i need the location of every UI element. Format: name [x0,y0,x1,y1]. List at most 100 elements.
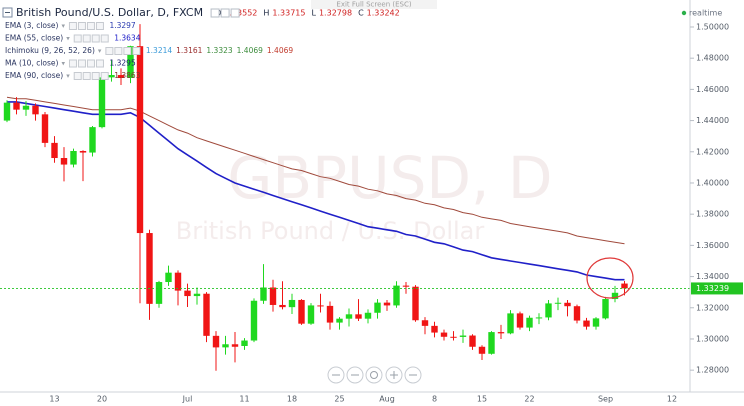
candle-body [488,332,495,354]
indicator-icon[interactable] [105,47,114,55]
candle-body [602,299,609,319]
indicator-icon[interactable] [68,59,77,68]
exit-fullscreen-bar[interactable] [311,0,437,9]
plot-area [0,24,690,371]
candle-body [269,287,277,305]
candle-body [108,75,115,78]
indicator-icon[interactable] [73,72,82,80]
indicator-value: 1.3214 [146,46,172,55]
indicator-icon[interactable] [91,72,100,80]
x-tick-label: 11 [239,395,249,404]
highlight-ellipse [586,257,634,299]
candle-body [89,127,96,153]
x-tick-label: 25 [334,395,344,404]
candle-body [298,299,305,324]
candle-body [165,272,172,283]
last-price-label: 1.33239 [696,284,729,293]
candle-body [79,150,87,153]
candle-body [41,114,49,143]
indicator-icon[interactable] [132,47,141,55]
x-tick-label: 22 [524,395,534,404]
candle-body [127,46,134,78]
x-tick-label: 15 [477,395,487,404]
ohlc-value: 1.33242 [367,9,400,18]
candle-body [592,318,600,327]
exit-fullscreen[interactable]: Exit Full Screen (ESC) [336,1,411,9]
candle-body [478,346,486,354]
candle-body [279,304,286,308]
candle-body [545,303,552,318]
indicator-value: 1.3863 [114,71,140,80]
indicator-icon[interactable] [91,34,100,43]
y-tick-label: 1.50000 [696,22,729,31]
indicator-icon[interactable] [95,59,104,68]
title-icon[interactable] [210,8,220,18]
candle-body [402,285,410,287]
candle-body [345,314,353,319]
indicator-icon[interactable] [100,72,109,80]
indicator-icon[interactable] [100,34,109,43]
y-tick-label: 1.48000 [696,54,729,63]
candle-body [146,233,153,304]
indicator-menu: ▾ [66,35,70,43]
candle-body [421,320,429,326]
candle-body [98,77,106,128]
indicator-value: 1.3323 [206,46,232,55]
indicator-line [6,96,625,245]
watermark-description: British Pound / U.S. Dollar [176,217,485,245]
watermark-symbol: GBPUSD, D [227,144,552,212]
indicator-icon[interactable] [82,34,91,43]
title-icon[interactable] [220,8,230,18]
indicator-icon[interactable] [68,22,77,30]
reset-button[interactable] [365,366,383,384]
candle-body [412,286,419,321]
indicator-icon[interactable] [86,59,95,68]
indicator-icon[interactable] [86,22,95,30]
x-tick-label: 13 [49,395,59,404]
status: realtime [689,9,722,18]
y-tick-label: 1.44000 [696,116,729,125]
candle-body [431,325,438,333]
indicator-icon[interactable] [123,47,132,55]
indicator-icon[interactable] [73,34,82,43]
indicator-value: 1.3295 [109,59,135,68]
y-tick-label: 1.32000 [696,303,729,312]
candle-body [136,46,144,234]
ohlc-key: L [312,9,317,18]
ohlc-value: 1.32798 [319,9,352,18]
candle-body [450,336,457,338]
indicator-value: 1.3297 [109,21,135,30]
y-tick-label: 1.38000 [696,210,729,219]
candle-body [507,313,514,334]
candle-body [222,344,229,348]
candle-body [336,318,343,323]
candle-body [241,340,248,346]
y-tick-label: 1.30000 [696,334,729,343]
indicator-icon[interactable] [114,47,123,55]
title-icon[interactable] [230,8,240,18]
indicator-icon[interactable] [77,59,86,68]
x-tick-label: 8 [432,395,437,404]
indicator-menu: ▾ [66,72,70,80]
candle-body [459,335,467,337]
candle-body [60,158,68,165]
indicator-icon[interactable] [77,22,86,30]
candle-body [526,317,533,328]
indicator-icon[interactable] [82,72,91,80]
y-tick-label: 1.42000 [696,147,729,156]
axes: 1.28000 1.30000 1.32000 1.34000 1.36000 1.380… [49,22,743,404]
x-tick-label: 18 [287,395,297,404]
indicator-icon[interactable] [95,22,104,30]
candle-body [564,302,571,307]
candle-body [621,283,628,289]
candle-body [231,344,239,347]
indicator-menu: ▾ [61,60,65,68]
candle-body [260,287,267,301]
candle-body [13,102,20,110]
candle-body [497,332,505,334]
x-tick-label: Sep [598,395,613,404]
indicator-menu: ▾ [61,22,65,30]
